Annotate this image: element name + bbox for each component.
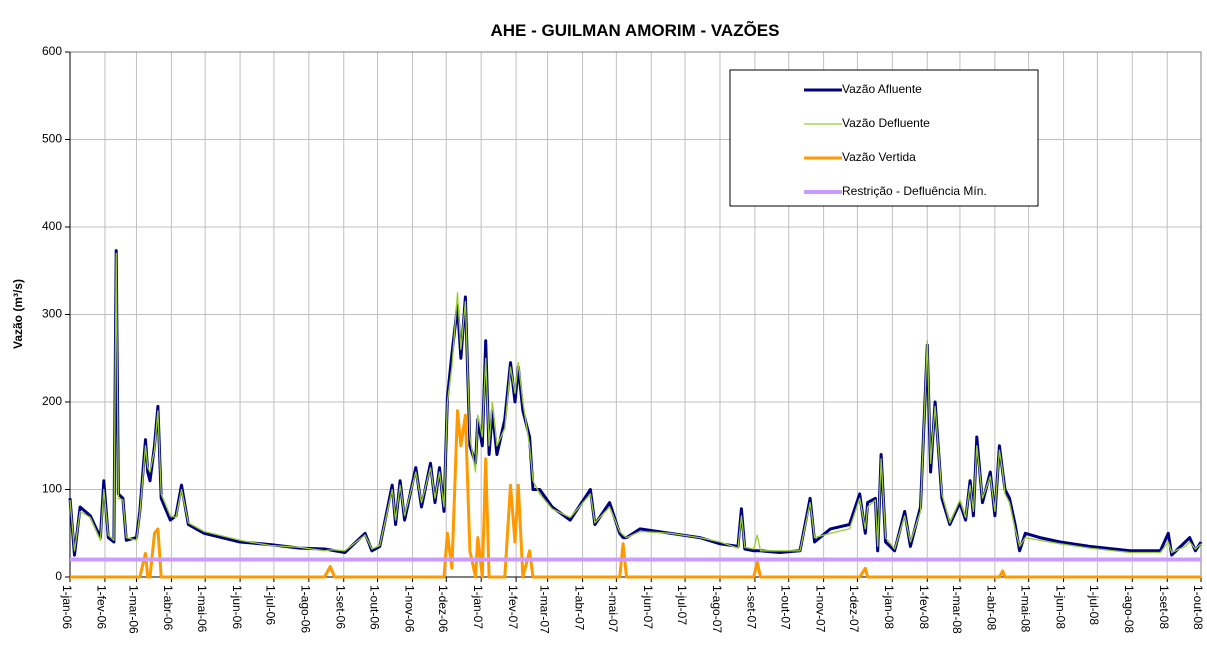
y-tick-label: 200: [42, 394, 62, 408]
x-tick-label: 1-abr-06: [161, 585, 175, 631]
x-tick-label: 1-fev-06: [95, 585, 109, 629]
legend-label: Vazão Vertida: [842, 150, 916, 164]
x-tick-label: 1-jul-07: [675, 585, 689, 625]
legend: Vazão Afluente Vazão Defluente Vazão Verti…: [729, 69, 1039, 207]
legend-label: Restrição - Defluência Mín.: [842, 184, 987, 198]
x-tick-label: 1-mar-08: [950, 585, 964, 634]
x-tick-label: 1-nov-06: [402, 585, 416, 633]
series-line: [70, 409, 1201, 579]
x-tick-label: 1-nov-07: [813, 585, 827, 633]
x-tick-label: 1-out-08: [1191, 585, 1205, 630]
x-tick-label: 1-ago-08: [1122, 585, 1136, 633]
series-line: [69, 252, 1202, 554]
y-tick-label: 0: [55, 569, 62, 583]
y-tick-label: 500: [42, 132, 62, 146]
y-tick-label: 400: [42, 219, 62, 233]
x-tick-label: 1-dez-07: [847, 585, 861, 633]
x-tick-label: 1-mai-06: [195, 585, 209, 633]
legend-box: [729, 69, 1039, 207]
y-axis-label: Vazão (m³/s): [11, 279, 25, 349]
x-tick-label: 1-jan-08: [882, 585, 896, 629]
x-tick-label: 1-abr-08: [985, 585, 999, 631]
y-tick-label: 100: [42, 482, 62, 496]
x-tick-label: 1-set-07: [745, 585, 759, 629]
x-tick-label: 1-ago-06: [299, 585, 313, 633]
x-tick-label: 1-out-07: [779, 585, 793, 630]
chart-title: AHE - GUILMAN AMORIM - VAZÕES: [491, 20, 780, 40]
x-tick-label: 1-ago-07: [710, 585, 724, 633]
x-tick-label: 1-jan-07: [471, 585, 485, 629]
x-tick-label: 1-jul-08: [1087, 585, 1101, 625]
x-tick-label: 1-mai-08: [1018, 585, 1032, 633]
x-tick-label: 1-jun-06: [230, 585, 244, 629]
x-tick-label: 1-mar-07: [537, 585, 551, 634]
x-tick-label: 1-abr-07: [572, 585, 586, 631]
x-tick-label: 1-set-08: [1157, 585, 1171, 629]
x-tick-label: 1-fev-07: [506, 585, 520, 629]
x-tick-label: 1-mar-06: [126, 585, 140, 634]
x-tick-label: 1-jan-06: [60, 585, 74, 629]
x-tick-label: 1-mai-07: [606, 585, 620, 633]
x-tick-label: 1-out-06: [367, 585, 381, 630]
legend-label: Vazão Afluente: [842, 82, 922, 96]
y-tick-label: 300: [42, 307, 62, 321]
x-tick-label: 1-set-06: [334, 585, 348, 629]
y-tick-label: 600: [42, 44, 62, 58]
legend-label: Vazão Defluente: [842, 116, 930, 130]
x-tick-label: 1-fev-08: [917, 585, 931, 629]
x-tick-label: 1-dez-06: [436, 585, 450, 633]
x-tick-label: 1-jul-06: [264, 585, 278, 625]
x-tick-label: 1-jun-08: [1053, 585, 1067, 629]
x-tick-label: 1-jun-07: [641, 585, 655, 629]
